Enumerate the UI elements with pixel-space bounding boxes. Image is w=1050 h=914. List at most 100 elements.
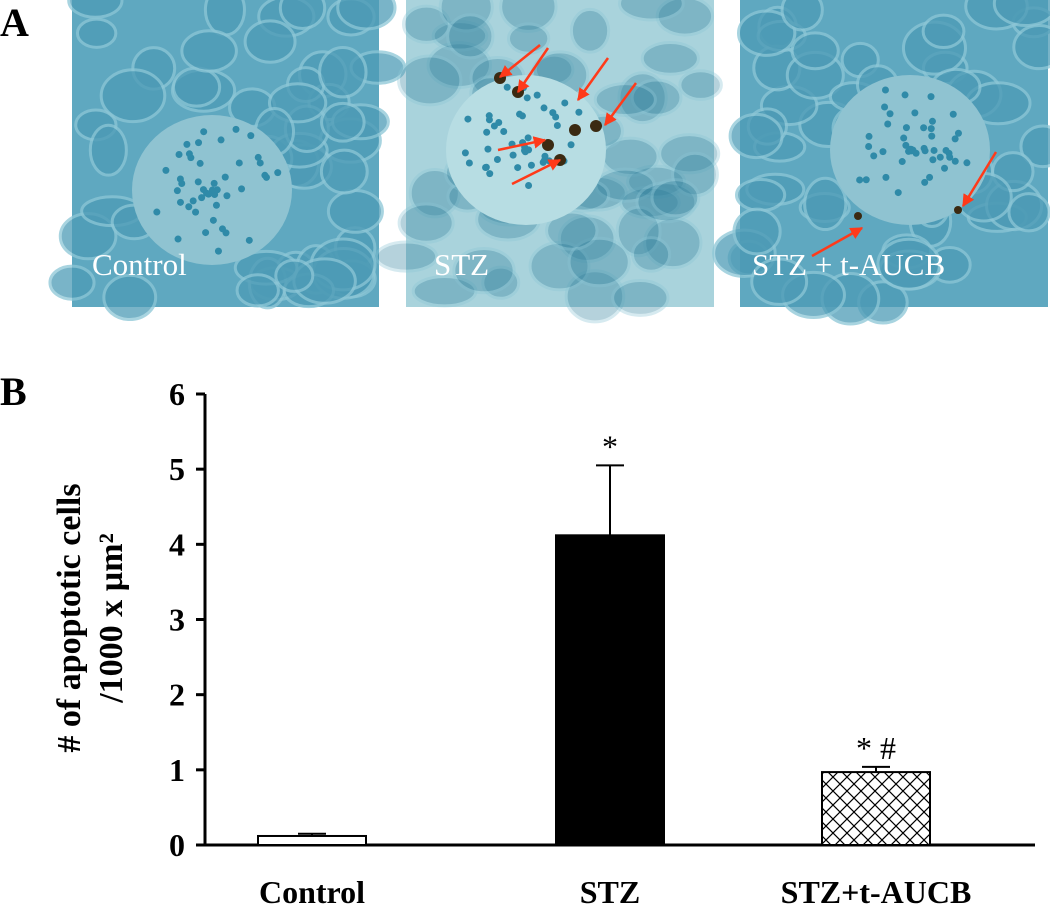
nucleus bbox=[936, 153, 944, 161]
tissue-cell bbox=[658, 133, 721, 175]
tissue-cell bbox=[728, 112, 784, 160]
nucleus bbox=[238, 185, 246, 193]
tissue-cell bbox=[992, 0, 1050, 27]
nucleus bbox=[486, 170, 494, 178]
nucleus bbox=[185, 203, 193, 211]
nucleus bbox=[153, 208, 161, 216]
panel-label: B bbox=[0, 369, 27, 414]
nucleus bbox=[483, 128, 491, 136]
nucleus bbox=[178, 179, 186, 187]
nucleus bbox=[173, 187, 181, 195]
tissue-cell bbox=[619, 185, 681, 220]
nucleus bbox=[928, 132, 936, 140]
nucleus bbox=[881, 86, 889, 94]
nucleus bbox=[221, 173, 229, 181]
nucleus bbox=[503, 83, 511, 91]
micrographs: Control STZ STZ + t-AUCB bbox=[48, 0, 1050, 326]
tissue-cell bbox=[431, 20, 489, 52]
y-tick-label: 5 bbox=[169, 451, 185, 487]
nucleus bbox=[951, 135, 959, 143]
tissue-cell bbox=[750, 257, 809, 306]
tissue-cell bbox=[171, 66, 222, 108]
arrow bbox=[811, 226, 864, 258]
nucleus bbox=[176, 198, 184, 206]
tissue-cell bbox=[48, 264, 96, 301]
x-tick-label: STZ bbox=[580, 874, 640, 909]
tissue-cell bbox=[921, 13, 966, 50]
nucleus bbox=[894, 189, 902, 197]
nucleus bbox=[518, 112, 526, 120]
tissue-cell bbox=[102, 273, 158, 322]
nucleus bbox=[232, 125, 240, 133]
tissue-cell bbox=[780, 0, 824, 32]
tissue-cell bbox=[678, 69, 723, 101]
nucleus bbox=[575, 108, 583, 116]
nucleus bbox=[274, 169, 282, 177]
nucleus bbox=[175, 151, 183, 159]
nucleus bbox=[245, 236, 253, 244]
nucleus bbox=[254, 153, 262, 161]
nucleus bbox=[194, 178, 202, 186]
nucleus bbox=[461, 149, 469, 157]
nucleus bbox=[911, 109, 919, 117]
tissue-cell bbox=[803, 176, 848, 232]
nucleus bbox=[941, 164, 949, 172]
nucleus bbox=[567, 141, 575, 149]
y-tick-label: 2 bbox=[169, 677, 185, 713]
tissue-cell bbox=[320, 101, 366, 143]
tissue-cell bbox=[506, 22, 551, 55]
tissue-cell bbox=[67, 0, 124, 19]
tissue-cell bbox=[557, 214, 617, 263]
nucleus bbox=[192, 208, 200, 216]
x-tick-label: Control bbox=[259, 874, 365, 909]
error-bar bbox=[596, 464, 624, 536]
nucleus bbox=[870, 152, 878, 160]
tissue-cell bbox=[278, 0, 327, 30]
arrow bbox=[497, 136, 547, 152]
nucleus bbox=[927, 93, 935, 101]
tissue-cell bbox=[630, 78, 683, 117]
nucleus bbox=[946, 153, 954, 161]
nucleus bbox=[930, 146, 938, 154]
tissue-cell bbox=[618, 0, 685, 22]
nucleus bbox=[174, 235, 182, 243]
bar bbox=[257, 834, 367, 846]
y-tick-label: 4 bbox=[169, 526, 185, 562]
tissue-cell bbox=[326, 188, 384, 234]
nucleus bbox=[521, 147, 529, 155]
nucleus bbox=[189, 197, 197, 205]
y-tick-label: 6 bbox=[169, 376, 185, 412]
nucleus bbox=[514, 164, 522, 172]
tissue-cell bbox=[611, 278, 670, 317]
micrograph: STZ + t-AUCB bbox=[712, 0, 1050, 326]
nucleus bbox=[942, 146, 950, 154]
image-caption: STZ bbox=[434, 247, 489, 282]
apoptotic-nucleus bbox=[569, 124, 581, 136]
nucleus bbox=[185, 150, 193, 158]
nucleus bbox=[553, 122, 561, 130]
y-axis-label: # of apoptotic cells bbox=[51, 483, 88, 752]
tissue-cell bbox=[319, 148, 369, 195]
nucleus bbox=[256, 159, 264, 167]
tissue-cell bbox=[180, 29, 238, 73]
tissue-cell bbox=[408, 168, 461, 219]
nucleus bbox=[210, 179, 218, 187]
nucleus bbox=[902, 141, 910, 149]
tissue-cell bbox=[397, 202, 455, 244]
tissue-cell bbox=[88, 123, 128, 177]
nucleus bbox=[235, 159, 243, 167]
nucleus bbox=[202, 229, 210, 237]
nucleus bbox=[898, 158, 906, 166]
nucleus bbox=[533, 91, 541, 99]
tissue-cell bbox=[630, 236, 672, 273]
tissue-cell bbox=[615, 205, 662, 258]
nucleus bbox=[540, 104, 548, 112]
nucleus bbox=[856, 176, 864, 184]
tissue-cell bbox=[732, 207, 782, 256]
tissue-cell bbox=[567, 236, 631, 288]
error-bar bbox=[862, 765, 890, 773]
image-caption: Control bbox=[92, 247, 187, 282]
nucleus bbox=[183, 140, 191, 148]
nucleus bbox=[464, 115, 472, 123]
bar-chart: B # of apoptotic cells/1000 x µm² 0 1 2 3 4 5 6 C… bbox=[0, 369, 1035, 910]
